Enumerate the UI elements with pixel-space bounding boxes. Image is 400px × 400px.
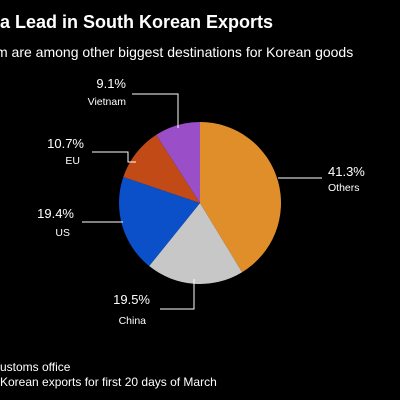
category-label-us: US: [55, 227, 70, 239]
footnote: Korean exports for first 20 days of Marc…: [0, 375, 217, 389]
value-label-others: 41.3%: [328, 164, 365, 179]
category-label-china: China: [119, 315, 147, 327]
pie-slice-us: [119, 177, 200, 267]
category-label-others: Others: [328, 182, 360, 194]
pie-slice-eu: [123, 134, 200, 203]
chart-subtitle: m are among other biggest destinations f…: [0, 44, 354, 60]
leader-china: [160, 279, 195, 310]
leader-vietnam: [132, 93, 179, 128]
value-label-us: 19.4%: [37, 206, 74, 221]
value-label-eu: 10.7%: [47, 136, 84, 151]
leader-eu: [92, 151, 136, 163]
source-note: ustoms office: [0, 360, 71, 374]
category-label-vietnam: Vietnam: [88, 96, 127, 108]
category-label-eu: EU: [65, 155, 80, 167]
value-label-vietnam: 9.1%: [96, 76, 126, 91]
value-label-china: 19.5%: [113, 292, 150, 307]
pie-slice-china: [149, 203, 243, 285]
chart-title: ina Lead in South Korean Exports: [0, 12, 274, 32]
pie-slice-others: [200, 122, 282, 273]
pie-slice-vietnam: [156, 122, 200, 203]
